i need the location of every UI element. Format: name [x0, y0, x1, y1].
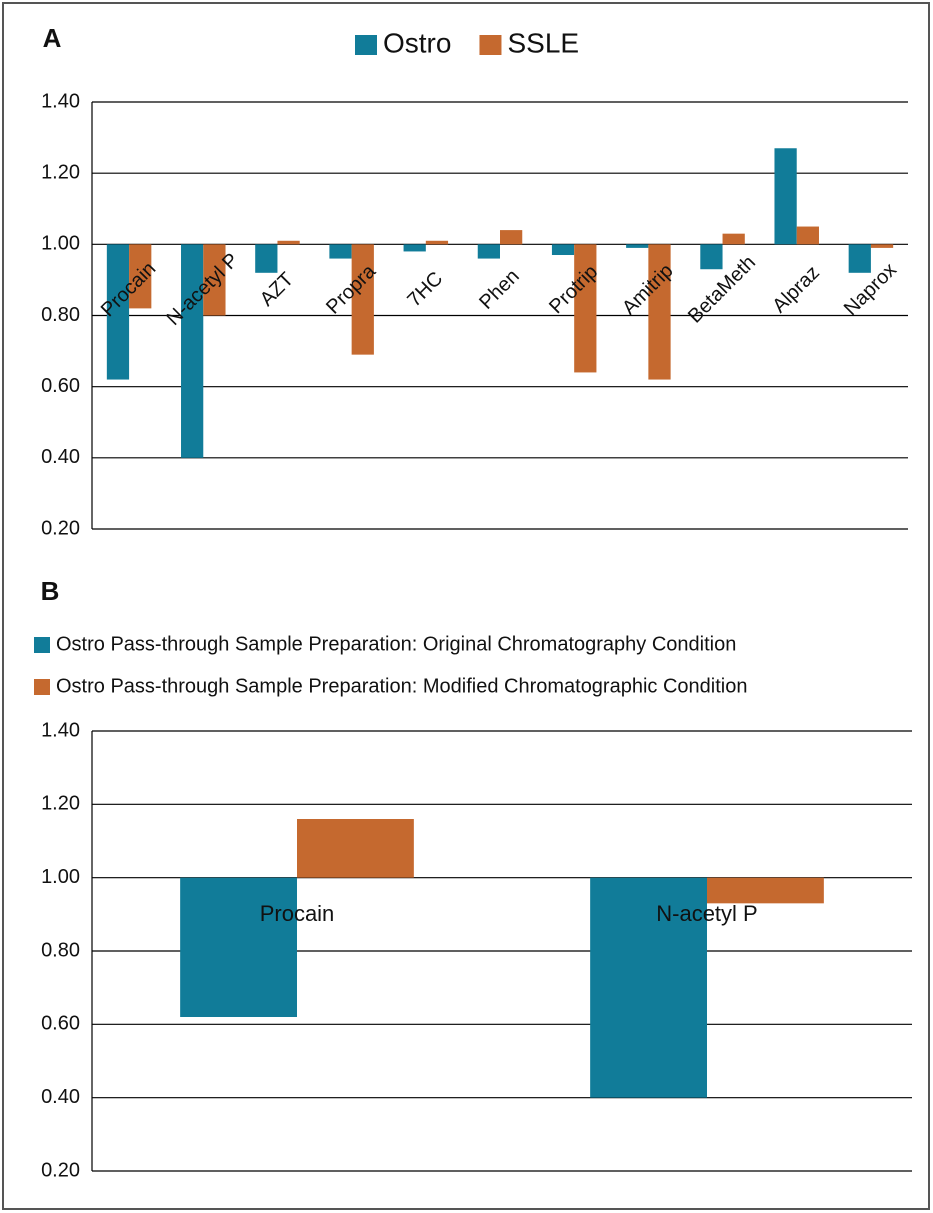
y-tick-label: 0.60 — [41, 1013, 80, 1035]
bar — [774, 148, 797, 245]
bar — [796, 226, 819, 245]
bar — [351, 244, 374, 355]
bar — [626, 244, 649, 248]
x-tick-label: Procain — [260, 901, 335, 926]
legend-swatch — [34, 679, 50, 695]
bar — [648, 244, 671, 380]
bar — [477, 244, 500, 259]
x-tick-label: N-acetyl P — [656, 901, 757, 926]
y-tick-label: 1.00 — [41, 866, 80, 888]
bar — [181, 244, 204, 458]
legend-label: Ostro — [383, 27, 451, 58]
bar — [203, 244, 226, 316]
bar — [574, 244, 597, 373]
legend-swatch — [479, 35, 502, 55]
bar — [297, 819, 414, 878]
y-tick-label: 0.20 — [41, 517, 80, 539]
bar — [500, 230, 523, 245]
bar — [106, 244, 130, 380]
y-tick-label: 1.00 — [41, 233, 80, 255]
y-tick-label: 0.60 — [41, 375, 80, 397]
bar — [707, 877, 824, 904]
bar — [129, 244, 152, 309]
y-tick-label: 1.20 — [41, 161, 80, 183]
y-tick-label: 1.20 — [41, 793, 80, 815]
bar — [329, 244, 352, 259]
bar — [848, 244, 871, 273]
bar — [403, 244, 426, 252]
y-tick-label: 0.40 — [41, 446, 80, 468]
legend-label: Ostro Pass-through Sample Preparation: O… — [56, 633, 736, 655]
y-tick-label: 1.40 — [41, 90, 80, 112]
bar — [180, 877, 297, 1017]
bar — [722, 233, 745, 245]
y-tick-label: 0.20 — [41, 1159, 80, 1181]
bar — [551, 244, 575, 256]
legend-swatch — [34, 637, 50, 653]
legend-swatch — [355, 35, 377, 55]
bar — [277, 240, 300, 245]
bar — [590, 877, 707, 1098]
legend-label: Ostro Pass-through Sample Preparation: M… — [56, 675, 747, 697]
bar — [255, 244, 278, 273]
y-tick-label: 1.40 — [41, 719, 80, 741]
y-tick-label: 0.80 — [41, 939, 80, 961]
bar — [700, 244, 723, 270]
panel-title: B — [41, 576, 60, 606]
panel-title: A — [43, 23, 62, 53]
y-tick-label: 0.80 — [41, 304, 80, 326]
y-tick-label: 0.40 — [41, 1086, 80, 1108]
legend-label: SSLE — [507, 27, 579, 58]
bar — [425, 240, 449, 245]
bar — [870, 244, 894, 248]
